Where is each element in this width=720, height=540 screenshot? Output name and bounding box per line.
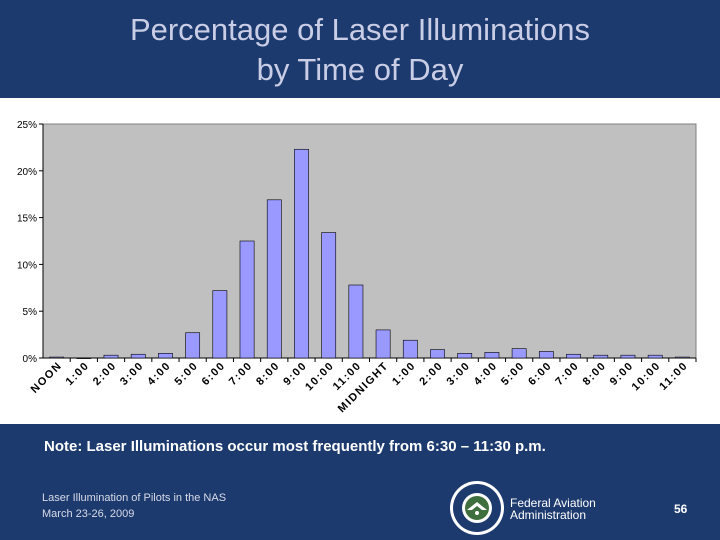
bar xyxy=(76,357,92,359)
bar xyxy=(675,356,690,359)
bar xyxy=(620,354,636,359)
bar xyxy=(593,354,609,359)
x-tick-label: 7:00 xyxy=(553,360,581,388)
bar xyxy=(103,354,119,359)
bar-chart: 0%5%10%15%20%25%NOON1:002:003:004:005:00… xyxy=(17,120,697,415)
y-tick-label: 5% xyxy=(23,307,38,318)
agency-name-line-1: Federal Aviation xyxy=(510,496,596,510)
x-tick-label: 5:00 xyxy=(172,360,200,388)
bar xyxy=(430,349,445,359)
bar xyxy=(185,332,201,359)
title-banner: Percentage of Laser Illuminations by Tim… xyxy=(0,0,720,98)
x-tick-label: 10:00 xyxy=(303,360,337,394)
bar xyxy=(484,352,500,359)
bar xyxy=(239,240,255,359)
footer-date: March 23-26, 2009 xyxy=(42,508,135,520)
y-tick-label: 20% xyxy=(17,167,37,178)
bar xyxy=(511,348,527,359)
bar xyxy=(212,290,228,359)
bar xyxy=(321,232,337,359)
bar xyxy=(375,329,391,359)
x-tick-label: 10:00 xyxy=(630,360,664,394)
bar xyxy=(294,148,309,359)
y-tick-label: 25% xyxy=(17,120,37,131)
title-line-2: by Time of Day xyxy=(256,52,464,87)
bar xyxy=(402,339,418,359)
x-tick-label: 5:00 xyxy=(499,360,527,388)
x-tick-label: NOON xyxy=(29,360,65,396)
bar xyxy=(566,353,581,359)
x-tick-label: 6:00 xyxy=(526,360,554,388)
bar xyxy=(457,353,473,359)
x-tick-label: 2:00 xyxy=(91,360,119,388)
x-tick-label: 3:00 xyxy=(118,360,146,388)
chart-area: 0% 5% 10% 15% 20% 25% NOON 1:00 2:00 3:00 4:00 5:00… xyxy=(0,110,720,420)
plot-area xyxy=(42,123,697,359)
note-text: Note: Laser Illuminations occur most fre… xyxy=(44,438,546,455)
y-tick-label: 15% xyxy=(17,214,37,225)
bar xyxy=(348,284,364,359)
x-tick-label: 7:00 xyxy=(227,360,255,388)
bar xyxy=(538,351,554,359)
bar xyxy=(647,354,663,359)
bar xyxy=(49,356,64,359)
faa-seal-icon xyxy=(450,481,504,535)
footer-bar: Laser Illumination of Pilots in the NAS … xyxy=(0,476,720,540)
x-tick-label: 6:00 xyxy=(200,360,228,388)
note-banner: Note: Laser Illuminations occur most fre… xyxy=(0,424,720,476)
x-tick-label: 11:00 xyxy=(657,360,690,393)
x-tick-label: 4:00 xyxy=(472,360,500,388)
y-tick-label: 10% xyxy=(17,260,37,271)
x-tick-label: 1:00 xyxy=(64,360,92,388)
slide-title: Percentage of Laser Illuminations by Tim… xyxy=(0,10,720,90)
x-tick-label: 2:00 xyxy=(417,360,445,388)
x-tick-label: 1:00 xyxy=(390,360,418,388)
title-line-1: Percentage of Laser Illuminations xyxy=(129,12,591,47)
x-tick-label: 8:00 xyxy=(581,360,609,388)
bar xyxy=(130,353,146,359)
x-tick-label: 3:00 xyxy=(445,360,473,388)
bar xyxy=(266,199,282,359)
x-tick-label: 4:00 xyxy=(145,360,173,388)
agency-name-line-2: Administration xyxy=(510,508,587,522)
footer-presentation-title: Laser Illumination of Pilots in the NAS xyxy=(42,492,227,504)
page-number: 56 xyxy=(674,502,688,516)
y-tick-label: 0% xyxy=(23,354,38,365)
x-tick-label: 8:00 xyxy=(254,360,282,388)
bar xyxy=(158,353,173,359)
